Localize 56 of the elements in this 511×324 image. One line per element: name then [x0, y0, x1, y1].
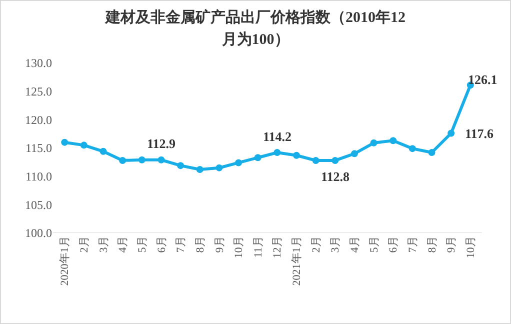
data-label: 112.8 [321, 169, 350, 184]
y-tick-label: 105.0 [25, 198, 52, 212]
x-tick-label: 10月 [233, 236, 246, 258]
point [254, 154, 262, 162]
x-tick-label: 4月 [349, 236, 362, 253]
x-tick-label: 7月 [407, 236, 420, 253]
point [80, 142, 88, 149]
x-tick-label: 11月 [252, 236, 264, 258]
x-tick-label: 3月 [98, 236, 110, 253]
x-tick-label: 9月 [214, 236, 226, 253]
point [332, 156, 339, 164]
point [196, 166, 204, 174]
point [428, 149, 436, 156]
point [158, 156, 165, 164]
y-tick-label: 110.0 [25, 170, 52, 184]
point [370, 139, 378, 146]
x-tick-label: 2月 [78, 236, 90, 253]
x-tick-label: 2020年1月 [59, 236, 72, 286]
y-tick-label: 100.0 [25, 226, 52, 240]
chart-title: 建材及非金属矿产品出厂价格指数（2010年12月为100） [104, 8, 406, 50]
x-tick-label: 5月 [136, 236, 148, 253]
x-tick-label: 5月 [368, 236, 380, 253]
x-tick-label: 8月 [426, 236, 438, 253]
point [119, 156, 126, 164]
x-tick-label: 10月 [464, 236, 477, 258]
point [235, 159, 242, 166]
x-tick-label: 7月 [175, 236, 188, 253]
point [312, 156, 320, 164]
x-tick-label: 2月 [310, 236, 322, 253]
x-tick-label: 4月 [117, 236, 130, 253]
y-tick-label: 125.0 [25, 84, 52, 99]
point [138, 156, 146, 164]
x-tick-label: 3月 [330, 236, 342, 253]
x-tick-label: 2021年1月 [291, 236, 304, 286]
point [177, 162, 184, 170]
data-label: 112.9 [147, 136, 176, 151]
x-tick-label: 12月 [272, 236, 284, 258]
y-tick-label: 130.0 [25, 56, 52, 70]
point [390, 137, 397, 144]
point [292, 152, 300, 159]
point [350, 150, 358, 158]
data-label: 126.1 [468, 72, 498, 87]
point [61, 138, 68, 146]
point [100, 148, 107, 155]
point [216, 164, 223, 172]
x-tick-label: 8月 [194, 236, 206, 253]
x-tick-label: 9月 [446, 236, 458, 253]
y-tick-label: 120.0 [25, 112, 52, 127]
point [408, 145, 416, 152]
x-tick-label: 6月 [156, 236, 168, 253]
point [448, 130, 455, 137]
data-label: 117.6 [465, 126, 494, 141]
x-tick-label: 6月 [388, 236, 400, 253]
data-label: 114.2 [263, 129, 292, 144]
y-tick-label: 115.0 [25, 141, 52, 156]
point [274, 149, 281, 156]
